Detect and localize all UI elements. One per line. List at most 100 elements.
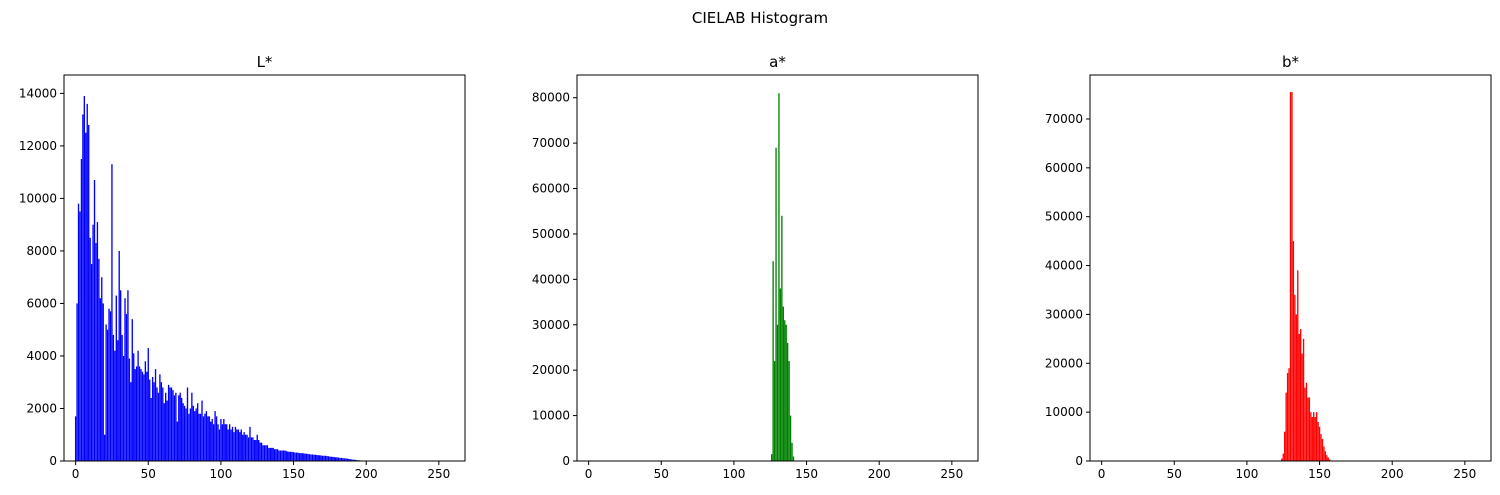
histogram-bar — [170, 387, 173, 461]
histogram-bar — [149, 379, 151, 461]
histogram-bar — [231, 426, 234, 461]
histogram-bar — [98, 258, 100, 461]
subplot-title: b* — [1282, 53, 1300, 71]
histogram-bar — [185, 408, 187, 461]
histogram-bar — [198, 413, 200, 461]
histogram-bar — [125, 313, 128, 461]
histogram-bar — [220, 418, 222, 461]
histogram-bar — [332, 456, 334, 461]
histogram-bar — [156, 387, 158, 461]
histogram-bar — [224, 424, 226, 461]
histogram-bar — [352, 459, 354, 461]
histogram-bar — [173, 395, 176, 461]
histogram-bar — [1327, 457, 1329, 461]
histogram-bar — [281, 450, 283, 461]
histogram-bar — [1289, 92, 1292, 462]
histogram-bar — [1282, 453, 1284, 461]
x-tick-label: 50 — [141, 467, 156, 481]
histogram-bar — [776, 324, 779, 461]
histogram-bar — [349, 459, 351, 461]
y-tick-label: 2000 — [26, 401, 57, 415]
subplot-0: L* 0 50 100 150 200 250 0 2000 4000 6000 8000 10000 1… — [19, 53, 466, 481]
histogram-bar — [90, 264, 93, 461]
y-tick-label: 40000 — [532, 272, 570, 286]
histogram-bar — [151, 376, 154, 461]
histogram-bar — [135, 366, 138, 461]
histogram-bar — [342, 458, 344, 461]
histogram-bar — [147, 348, 149, 461]
histogram-bar — [336, 457, 338, 461]
histogram-bar — [157, 392, 160, 461]
y-tick-label: 20000 — [1045, 356, 1083, 370]
histogram-bar — [265, 445, 267, 461]
histogram-bar — [773, 361, 776, 461]
x-tick-label: 250 — [427, 467, 450, 481]
figure-suptitle: CIELAB Histogram — [692, 9, 828, 27]
histogram-bar — [1323, 446, 1325, 461]
x-tick-label: 150 — [795, 467, 818, 481]
histogram-bar — [289, 451, 292, 461]
histogram-bar — [86, 103, 88, 462]
histogram-bar — [199, 413, 202, 461]
histogram-bar — [215, 416, 218, 461]
x-tick-label: 200 — [868, 467, 891, 481]
histogram-bar — [95, 243, 97, 461]
histogram-bar — [300, 453, 302, 461]
histogram-bar — [131, 319, 133, 461]
histogram-bar — [292, 452, 295, 461]
histogram-bar — [105, 324, 107, 461]
y-tick-label: 70000 — [532, 136, 570, 150]
histogram-bar — [323, 455, 325, 461]
histogram-bar — [79, 211, 81, 461]
histogram-bar — [112, 334, 115, 461]
histogram-bar — [282, 450, 285, 461]
x-tick-label: 100 — [1235, 467, 1258, 481]
histogram-bar — [253, 439, 255, 461]
y-tick-label: 50000 — [1045, 210, 1083, 224]
histogram-bar — [1292, 241, 1295, 461]
histogram-bar — [233, 432, 235, 461]
y-tick-label: 8000 — [26, 244, 57, 258]
histogram-bar — [188, 413, 190, 461]
histogram-bar — [208, 416, 210, 461]
histogram-bar — [240, 429, 242, 461]
histogram-bar — [271, 447, 273, 461]
y-tick-label: 10000 — [19, 191, 57, 205]
histogram-bar — [1297, 270, 1299, 461]
histogram-bar — [279, 450, 282, 461]
y-tick-label: 20000 — [532, 363, 570, 377]
histogram-bar — [159, 374, 161, 461]
histogram-bar — [83, 96, 86, 461]
histogram-bar — [337, 457, 340, 461]
histogram-bar — [249, 426, 251, 461]
histogram-bar — [141, 371, 144, 461]
histogram-bar — [88, 124, 90, 461]
histogram-bar — [295, 452, 298, 461]
histogram-bar — [276, 449, 279, 461]
axes-frame — [1089, 74, 1492, 462]
histogram-bar — [1320, 434, 1322, 461]
histogram-bar — [1326, 455, 1328, 461]
histogram-bar — [160, 382, 163, 461]
histogram-bar — [252, 437, 254, 461]
histogram-bar — [1329, 459, 1331, 461]
histogram-bar — [108, 308, 110, 461]
histogram-bar — [1286, 373, 1289, 461]
x-tick-label: 0 — [1098, 467, 1106, 481]
histogram-bar — [82, 114, 84, 461]
histogram-bar — [250, 437, 253, 461]
histogram-bar — [217, 424, 219, 461]
histogram-bar — [119, 290, 122, 461]
histogram-bar — [771, 454, 773, 461]
histogram-bar — [85, 132, 87, 461]
histogram-bar — [122, 355, 125, 461]
histogram-bar — [89, 237, 91, 461]
y-tick-label: 60000 — [1045, 161, 1083, 175]
histogram-bar — [333, 457, 335, 461]
histogram-bar — [778, 93, 780, 461]
histogram-bar — [1307, 397, 1309, 461]
histogram-bar — [303, 453, 305, 461]
histogram-bar — [274, 449, 276, 461]
histogram-bar — [1288, 368, 1290, 461]
histogram-bar — [201, 400, 203, 461]
